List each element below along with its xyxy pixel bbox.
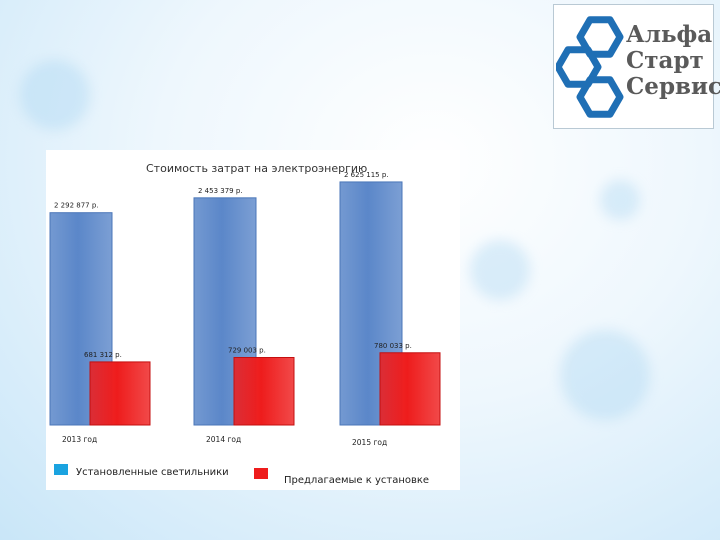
logo-hexagon-bottom xyxy=(576,76,624,118)
logo-word-3: Сервис xyxy=(626,73,720,100)
category-label-2: 2014 год xyxy=(206,435,241,444)
data-label-series-2-2: 729 003 р. xyxy=(228,346,266,354)
category-label-3: 2015 год xyxy=(352,438,387,447)
bar-series-2-3 xyxy=(379,352,441,426)
logo-word-2: Старт xyxy=(626,47,704,74)
data-label-series-2-3: 780 033 р. xyxy=(374,342,412,350)
logo-word-1: Альфа xyxy=(626,21,713,48)
bar-series-2-1 xyxy=(89,361,151,426)
data-label-series-1-1: 2 292 877 р. xyxy=(54,202,99,210)
hexagon-cluster-icon xyxy=(556,16,624,118)
legend-swatch-2 xyxy=(254,468,268,479)
data-label-series-1-2: 2 453 379 р. xyxy=(198,187,243,195)
legend-label-1: Установленные светильники xyxy=(76,467,229,478)
data-label-series-2-1: 681 312 р. xyxy=(84,351,122,359)
bar-series-2-2 xyxy=(233,356,295,426)
legend-swatch-1 xyxy=(54,464,68,475)
legend-label-2: Предлагаемые к установке xyxy=(284,475,429,486)
company-logo: Альфа Старт Сервис xyxy=(553,4,720,129)
chart-title: Стоимость затрат на электроэнергию xyxy=(146,162,367,175)
chart-panel: Стоимость затрат на электроэнергию 2 292 … xyxy=(46,150,460,490)
data-label-series-1-3: 2 625 115 р. xyxy=(344,171,389,179)
logo-hexagon-top xyxy=(576,16,624,58)
bar-chart: Стоимость затрат на электроэнергию 2 292 … xyxy=(49,162,441,486)
category-label-1: 2013 год xyxy=(62,435,97,444)
